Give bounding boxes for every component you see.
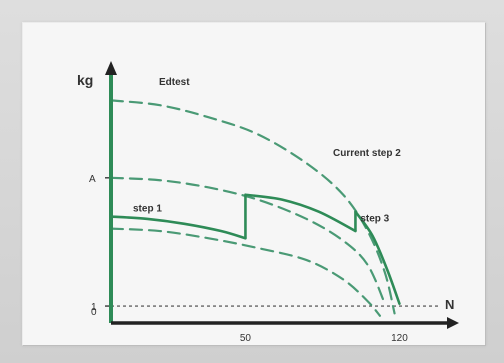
curves-layer bbox=[109, 99, 401, 317]
x-tick-label-120: 120 bbox=[391, 333, 408, 344]
series-line-current-step-2 bbox=[109, 176, 386, 305]
y-tick-label-A: A bbox=[89, 174, 96, 185]
chart-panel: kg N A 1 0 50 120 Edtest Current step 2 step 1 ste… bbox=[22, 22, 486, 346]
series-line-edtest bbox=[109, 99, 396, 315]
series-line-lower-limit bbox=[109, 227, 381, 317]
labels-layer: kg N A 10 50 120 Edtest Current step 2 step 1 ste… bbox=[77, 72, 454, 344]
series-line-step-2 bbox=[244, 193, 357, 233]
annotation-edtest: Edtest bbox=[159, 77, 190, 88]
y-axis-arrow bbox=[105, 61, 117, 75]
x-axis-arrow bbox=[447, 317, 459, 329]
series-line-step-3 bbox=[354, 210, 401, 305]
x-tick-label-50: 50 bbox=[240, 333, 252, 344]
annotation-current-step-2: Current step 2 bbox=[333, 148, 401, 159]
chart-svg: kg N A 10 50 120 Edtest Current step 2 step 1 ste… bbox=[77, 61, 459, 344]
y-axis-label: kg bbox=[77, 72, 93, 88]
annotation-step-3: step 3 bbox=[360, 213, 389, 224]
y-tick-label-0: 0 bbox=[91, 307, 97, 318]
annotation-step-1: step 1 bbox=[133, 204, 162, 215]
axes-layer bbox=[105, 61, 459, 329]
x-axis-label: N bbox=[445, 297, 454, 312]
y-tick-label-1: 1 bbox=[91, 302, 97, 313]
series-line-step-1 bbox=[109, 215, 247, 240]
